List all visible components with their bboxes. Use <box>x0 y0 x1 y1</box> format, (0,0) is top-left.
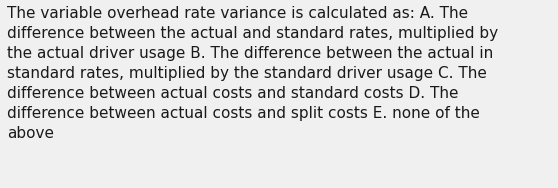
Text: The variable overhead rate variance is calculated as: A. The
difference between : The variable overhead rate variance is c… <box>7 6 498 141</box>
